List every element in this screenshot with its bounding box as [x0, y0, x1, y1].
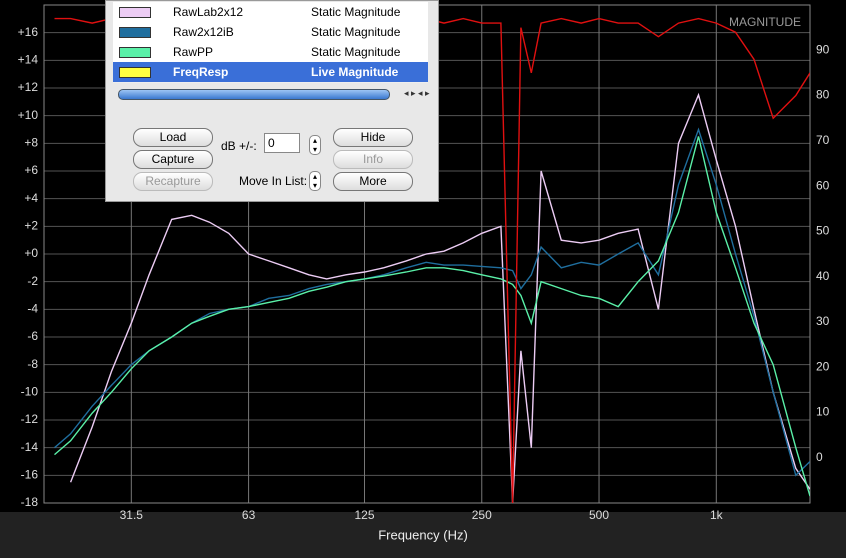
y-tick-label: -4: [27, 302, 38, 316]
y-tick-label: -8: [27, 357, 38, 371]
y2-tick-label: 10: [816, 405, 830, 419]
db-label: dB +/-:: [221, 139, 257, 153]
load-button[interactable]: Load: [133, 128, 213, 147]
y-tick-label: -2: [27, 274, 38, 288]
move-label: Move In List:: [239, 174, 308, 188]
more-button[interactable]: More: [333, 172, 413, 191]
y-tick-label: +12: [18, 80, 39, 94]
x-tick-label: 125: [354, 508, 374, 522]
trace-type: Live Magnitude: [311, 65, 399, 79]
y-tick-label: +14: [18, 53, 39, 67]
series-line: [54, 136, 810, 497]
y-tick-label: +0: [24, 246, 38, 260]
x-tick-label: 63: [242, 508, 256, 522]
x-axis-title: Frequency (Hz): [378, 527, 468, 542]
y-tick-label: -14: [21, 440, 39, 454]
trace-row[interactable]: Raw2x12iB Static Magnitude: [113, 22, 428, 43]
swatch: [119, 27, 151, 38]
y2-tick-label: 40: [816, 269, 830, 283]
hide-button[interactable]: Hide: [333, 128, 413, 147]
trace-panel: RawLab2x12 Static Magnitude Raw2x12iB Stat…: [105, 0, 439, 202]
trace-row[interactable]: RawLab2x12 Static Magnitude: [113, 2, 428, 23]
db-stepper[interactable]: ▴ ▾: [309, 135, 321, 155]
trace-name: RawLab2x12: [173, 5, 244, 19]
x-tick-label: 250: [472, 508, 492, 522]
scrollbar[interactable]: [118, 89, 390, 100]
y2-tick-label: 70: [816, 133, 830, 147]
trace-type: Static Magnitude: [311, 25, 401, 39]
trace-row[interactable]: FreqResp Live Magnitude: [113, 62, 428, 83]
y-tick-label: -6: [27, 329, 38, 343]
y-tick-label: -18: [21, 495, 39, 509]
series-line: [69, 92, 810, 503]
y-tick-label: +2: [24, 219, 38, 233]
capture-button[interactable]: Capture: [133, 150, 213, 169]
y-tick-label: -10: [21, 385, 39, 399]
x-tick-label: 500: [589, 508, 609, 522]
trace-name: Raw2x12iB: [173, 25, 234, 39]
scroll-arrows[interactable]: ◂ ▸ ◂ ▸: [404, 88, 430, 98]
y-tick-label: +16: [18, 25, 39, 39]
y2-tick-label: 0: [816, 450, 823, 464]
y-tick-label: +6: [24, 163, 38, 177]
swatch: [119, 67, 151, 78]
y2-tick-label: 80: [816, 88, 830, 102]
y2-tick-label: 90: [816, 42, 830, 56]
series-label: MAGNITUDE: [729, 15, 801, 29]
trace-name: RawPP: [173, 45, 214, 59]
y-tick-label: +4: [24, 191, 38, 205]
y2-tick-label: 50: [816, 224, 830, 238]
trace-type: Static Magnitude: [311, 45, 401, 59]
x-tick-label: 1k: [710, 508, 724, 522]
y2-tick-label: 20: [816, 359, 830, 373]
recapture-button[interactable]: Recapture: [133, 172, 213, 191]
trace-name: FreqResp: [173, 65, 229, 79]
x-tick-label: 31.5: [120, 508, 144, 522]
y-tick-label: -16: [21, 468, 39, 482]
y-tick-label: +8: [24, 136, 38, 150]
info-button[interactable]: Info: [333, 150, 413, 169]
trace-type: Static Magnitude: [311, 5, 401, 19]
swatch: [119, 47, 151, 58]
y2-tick-label: 60: [816, 178, 830, 192]
db-input[interactable]: 0: [264, 133, 300, 153]
swatch: [119, 7, 151, 18]
trace-row[interactable]: RawPP Static Magnitude: [113, 42, 428, 63]
y-tick-label: -12: [21, 412, 39, 426]
y-tick-label: +10: [18, 108, 39, 122]
y2-tick-label: 30: [816, 314, 830, 328]
move-stepper[interactable]: ▴ ▾: [309, 171, 321, 191]
